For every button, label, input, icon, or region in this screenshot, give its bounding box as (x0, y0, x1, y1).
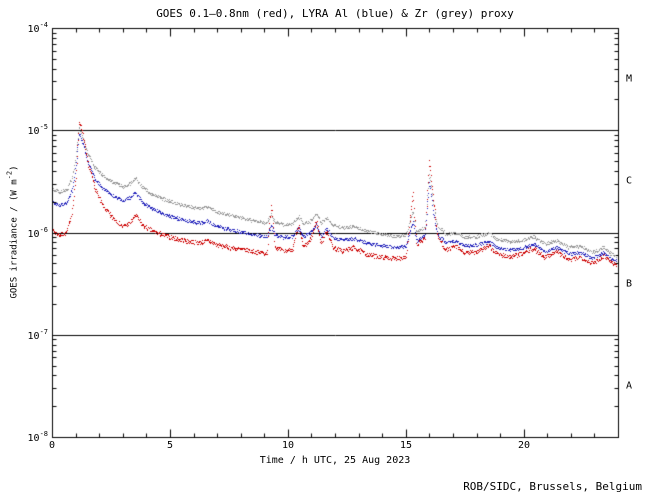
y-tick-base: 10 (27, 229, 40, 241)
y-tick-label-1e-7: 10-7 (6, 328, 48, 342)
flare-class-label-m: M (626, 73, 633, 85)
y-tick-label-1e-8: 10-8 (6, 430, 48, 444)
flare-class-label-c: C (626, 175, 633, 187)
y-tick-base: 10 (27, 331, 40, 343)
x-tick-label-20: 20 (517, 440, 531, 451)
y-tick-exp: -8 (39, 429, 48, 438)
y-tick-label-1e-5: 10-5 (6, 123, 48, 137)
y-tick-exp: -7 (39, 327, 48, 336)
y-tick-exp: -4 (39, 20, 48, 29)
y-tick-label-1e-6: 10-6 (6, 226, 48, 240)
y-tick-exp: -6 (39, 225, 48, 234)
x-tick-label-0: 0 (48, 440, 56, 451)
y-tick-base: 10 (27, 433, 40, 445)
y-tick-base: 10 (27, 24, 40, 36)
flare-class-label-a: A (626, 380, 633, 392)
y-tick-exp: -5 (39, 122, 48, 131)
y-tick-base: 10 (27, 126, 40, 138)
flare-class-label-b: B (626, 278, 633, 290)
credit-text: ROB/SIDC, Brussels, Belgium (463, 480, 642, 493)
x-axis-label: Time / h UTC, 25 Aug 2023 (259, 455, 411, 466)
x-tick-label-15: 15 (399, 440, 413, 451)
x-tick-label-5: 5 (166, 440, 174, 451)
x-tick-label-10: 10 (281, 440, 295, 451)
y-tick-label-1e-4: 10-4 (6, 21, 48, 35)
chart-title: GOES 0.1–0.8nm (red), LYRA Al (blue) & Z… (156, 7, 514, 20)
y-axis-label-sup: -2 (5, 170, 14, 180)
